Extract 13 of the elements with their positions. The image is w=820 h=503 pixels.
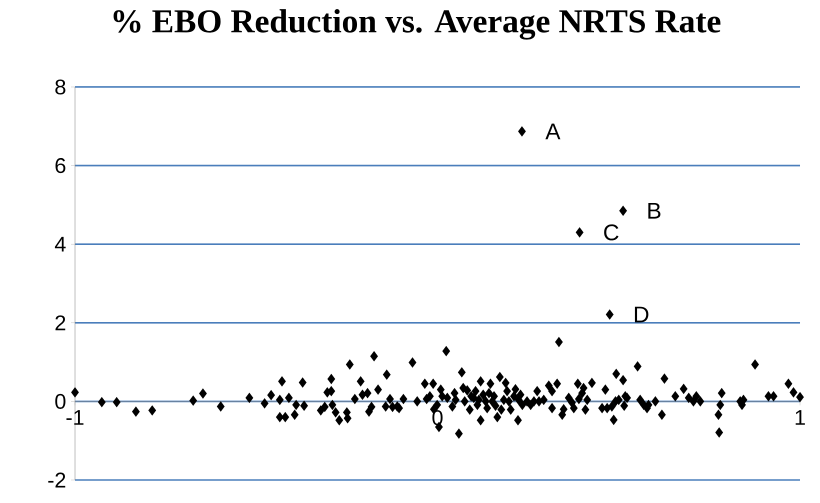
y-tick-label: -2 (48, 472, 66, 488)
y-tick-label: 8 (55, 79, 66, 95)
annotation: D (634, 306, 648, 322)
x-tick-label: -1 (66, 410, 84, 425)
y-tick-label: 0 (55, 394, 66, 409)
annotation: A (545, 124, 560, 140)
annotation: B (648, 202, 660, 219)
chart-title: % EBO Reduction vs. Average NRTS Rate (114, 9, 720, 40)
y-tick-label: 4 (54, 236, 66, 252)
x-tick-label: 1 (796, 410, 805, 425)
y-tick-label: 6 (56, 158, 66, 174)
annotation: C (604, 224, 619, 240)
y-tick-label: 2 (55, 315, 66, 330)
